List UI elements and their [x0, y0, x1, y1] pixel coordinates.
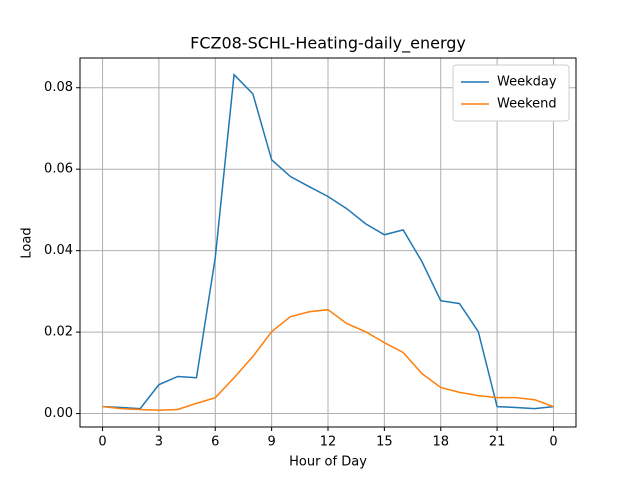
chart-title: FCZ08-SCHL-Heating-daily_energy — [190, 34, 466, 54]
y-tick-label: 0.04 — [44, 243, 73, 258]
x-tick-label: 15 — [376, 435, 393, 450]
x-tick-label: 0 — [549, 435, 557, 450]
line-series — [102, 73, 554, 410]
x-axis-label: Hour of Day — [289, 455, 367, 470]
x-tick-label: 18 — [432, 435, 449, 450]
x-tick-label: 3 — [155, 435, 163, 450]
y-tick-label: 0.00 — [44, 406, 73, 421]
x-tick-label: 6 — [211, 435, 219, 450]
legend-box — [452, 64, 570, 122]
x-tick-label: 21 — [489, 435, 506, 450]
legend-label: Weekend — [497, 97, 557, 112]
line-series — [102, 308, 554, 412]
legend-label: Weekday — [497, 75, 557, 90]
plot-frame — [79, 57, 577, 428]
y-tick-label: 0.02 — [44, 325, 73, 340]
x-tick-label: 9 — [267, 435, 275, 450]
y-axis-label: Load — [20, 227, 35, 258]
y-tick-label: 0.06 — [44, 162, 73, 177]
x-tick-label: 0 — [98, 435, 106, 450]
x-tick-label: 12 — [320, 435, 337, 450]
y-tick-label: 0.08 — [44, 80, 73, 95]
